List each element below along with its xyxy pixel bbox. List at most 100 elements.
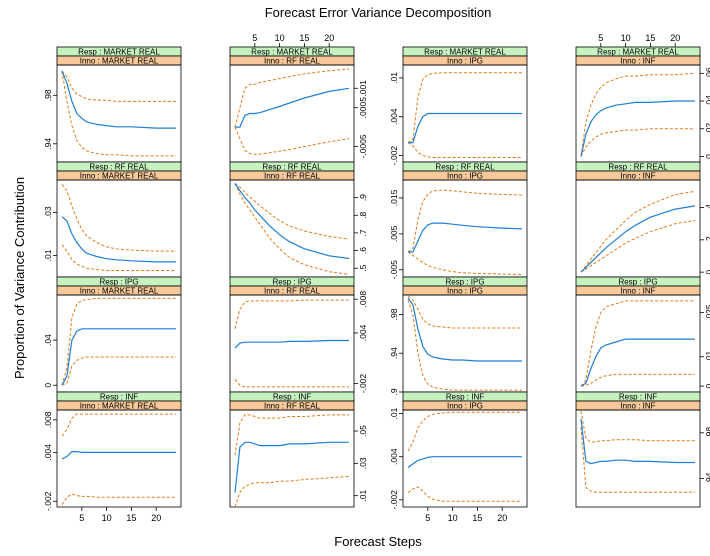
inno-strip-label: Inno : MARKET REAL bbox=[80, 287, 159, 296]
y-tick-label: 0 bbox=[704, 383, 710, 388]
resp-strip-label: Resp : MARKET REAL bbox=[424, 48, 506, 57]
y-tick-label: .004 bbox=[389, 108, 399, 125]
upper-band-line bbox=[407, 411, 522, 452]
upper-band-line bbox=[234, 414, 349, 456]
y-tick-label: .05 bbox=[358, 425, 368, 437]
estimate-line bbox=[407, 297, 522, 362]
upper-band-line bbox=[234, 183, 350, 240]
y-tick-label: .015 bbox=[389, 189, 399, 206]
estimate-line bbox=[61, 451, 176, 460]
y-tick-label: .98 bbox=[43, 89, 53, 101]
lower-band-line bbox=[234, 378, 349, 388]
inno-strip-label: Inno : RF REAL bbox=[264, 57, 321, 66]
resp-strip-label: Resp : RF REAL bbox=[262, 163, 322, 172]
lower-band-line bbox=[61, 356, 176, 386]
upper-band-line bbox=[407, 72, 522, 144]
x-tick-label: 10 bbox=[448, 513, 458, 523]
y-tick-label: .94 bbox=[389, 347, 399, 359]
panel-frame bbox=[402, 409, 528, 508]
y-tick-label: 0 bbox=[704, 270, 710, 275]
x-tick-label: 15 bbox=[126, 513, 136, 523]
y-tick-label: .6 bbox=[358, 247, 368, 254]
inno-strip-label: Inno : MARKET REAL bbox=[80, 172, 159, 181]
inno-strip-label: Inno : RF REAL bbox=[264, 172, 321, 181]
lower-band-line bbox=[234, 183, 350, 275]
y-tick-label: .98 bbox=[389, 308, 399, 320]
estimate-line bbox=[408, 222, 523, 253]
x-tick-label: 10 bbox=[102, 513, 112, 523]
x-tick-label: 5 bbox=[79, 513, 84, 523]
y-tick-label: .9 bbox=[358, 194, 368, 201]
y-tick-label: .4 bbox=[704, 204, 710, 211]
y-tick-label: 0 bbox=[704, 154, 710, 159]
lower-band-line bbox=[407, 299, 522, 391]
upper-band-line bbox=[61, 70, 176, 102]
y-tick-label: .06 bbox=[704, 67, 710, 79]
y-tick-label: .01 bbox=[43, 249, 53, 261]
estimate-line bbox=[580, 100, 695, 157]
inno-strip-label: Inno : INF bbox=[620, 172, 655, 181]
y-tick-label: -.002 bbox=[389, 490, 399, 510]
estimate-line bbox=[234, 183, 350, 260]
lower-band-line bbox=[580, 427, 695, 493]
y-tick-label: .04 bbox=[43, 334, 53, 346]
y-tick-label: .008 bbox=[43, 411, 53, 428]
lower-band-line bbox=[580, 373, 695, 387]
resp-strip-label: Resp : INF bbox=[100, 393, 138, 402]
y-tick-label: .004 bbox=[389, 448, 399, 465]
y-tick-label: -.002 bbox=[358, 374, 368, 394]
upper-band-line bbox=[580, 411, 695, 443]
lower-band-line bbox=[580, 219, 696, 273]
upper-band-line bbox=[407, 295, 522, 329]
lower-band-line bbox=[407, 142, 522, 158]
y-tick-label: .9 bbox=[389, 388, 399, 395]
resp-strip-label: Resp : MARKET REAL bbox=[251, 48, 333, 57]
panel-frame bbox=[56, 294, 182, 393]
panel-frame bbox=[575, 294, 701, 393]
resp-strip-label: Resp : RF REAL bbox=[89, 163, 149, 172]
y-tick-label: .01 bbox=[389, 72, 399, 84]
upper-band-line bbox=[234, 68, 350, 128]
y-tick-label: .94 bbox=[43, 138, 53, 150]
resp-strip-label: Resp : MARKET REAL bbox=[78, 48, 160, 57]
y-tick-label: .03 bbox=[358, 457, 368, 469]
y-tick-label: .03 bbox=[43, 206, 53, 218]
y-tick-label: .7 bbox=[358, 229, 368, 236]
estimate-line bbox=[580, 338, 695, 387]
y-tick-label: .001 bbox=[358, 80, 368, 97]
estimate-line bbox=[580, 205, 696, 273]
x-tick-label: 20 bbox=[670, 33, 680, 43]
inno-strip-label: Inno : IPG bbox=[447, 287, 483, 296]
y-tick-label: .004 bbox=[43, 444, 53, 461]
lower-band-line bbox=[407, 486, 522, 502]
inno-strip-label: Inno : MARKET REAL bbox=[80, 402, 159, 411]
x-tick-label: 20 bbox=[151, 513, 161, 523]
estimate-line bbox=[580, 419, 695, 465]
y-tick-label: -.0005 bbox=[358, 134, 368, 158]
resp-strip-label: Resp : INF bbox=[273, 393, 311, 402]
panel-frame bbox=[229, 294, 355, 393]
upper-band-line bbox=[234, 299, 349, 329]
inno-strip-label: Inno : MARKET REAL bbox=[80, 57, 159, 66]
resp-strip-label: Resp : IPG bbox=[445, 278, 484, 287]
y-axis-label: Proportion of Variance Contribution bbox=[12, 177, 27, 379]
resp-strip-label: Resp : IPG bbox=[272, 278, 311, 287]
x-tick-label: 20 bbox=[497, 513, 507, 523]
estimate-line bbox=[234, 441, 349, 493]
resp-strip-label: Resp : INF bbox=[446, 393, 484, 402]
estimate-line bbox=[61, 328, 176, 386]
inno-strip-label: Inno : IPG bbox=[447, 402, 483, 411]
y-tick-label: .01 bbox=[358, 490, 368, 502]
resp-strip-label: Resp : IPG bbox=[618, 278, 657, 287]
upper-band-line bbox=[580, 300, 695, 387]
y-tick-label: .01 bbox=[704, 351, 710, 363]
y-tick-label: .008 bbox=[358, 291, 368, 308]
